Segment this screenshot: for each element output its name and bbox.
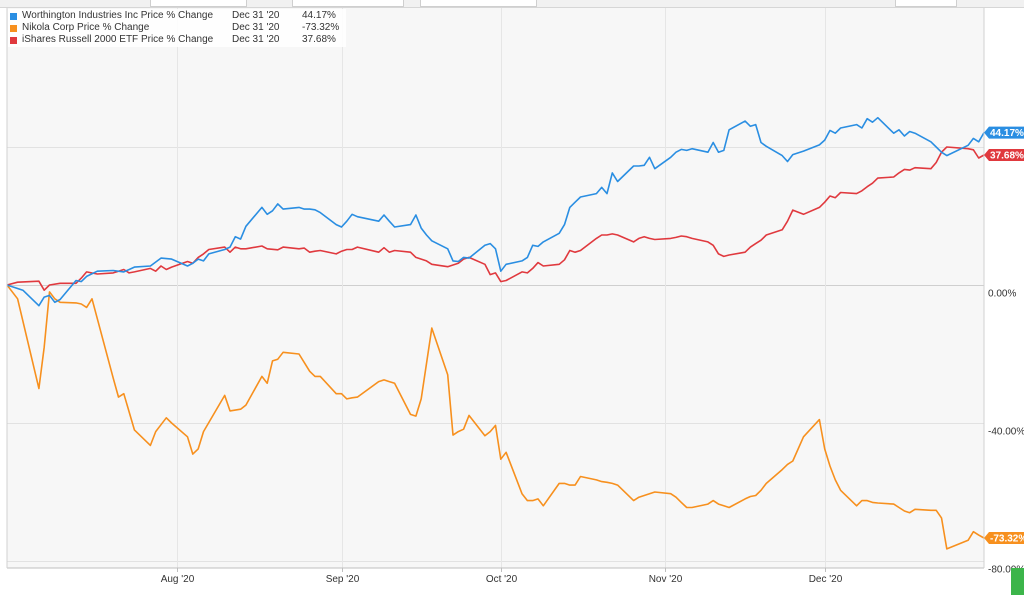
legend-series-value: 37.68% <box>302 34 336 45</box>
y-tick-label: 0.00% <box>988 289 1016 300</box>
x-tick-label: Aug '20 <box>161 574 195 585</box>
legend-series-date: Dec 31 '20 <box>232 34 280 45</box>
corner-status-badge[interactable] <box>1011 568 1024 595</box>
series-line[interactable] <box>6 116 985 307</box>
legend-series-name: iShares Russell 2000 ETF Price % Change <box>22 34 214 45</box>
y-tick-label: -40.00% <box>988 427 1024 438</box>
plot-area-background <box>7 8 984 568</box>
x-tick-label: Oct '20 <box>486 574 518 585</box>
legend-entry-worthington[interactable]: Worthington Industries Inc Price % Chang… <box>10 10 342 22</box>
series-end-label: 44.17% <box>990 128 1024 139</box>
grid-layer <box>7 8 984 572</box>
legend-entry-russell-2000[interactable]: iShares Russell 2000 ETF Price % Change … <box>10 34 342 46</box>
x-axis-ticks: Aug '20 Sep '20 Oct '20 Nov '20 Dec '20 <box>161 574 843 585</box>
toolbar-tab[interactable] <box>420 0 537 7</box>
top-toolbar-strip <box>0 0 1024 8</box>
legend-series-name: Nikola Corp Price % Change <box>22 22 150 33</box>
legend-swatch <box>10 36 17 44</box>
legend: Worthington Industries Inc Price % Chang… <box>8 9 346 47</box>
series-layer <box>6 116 985 550</box>
legend-series-value: -73.32% <box>302 22 340 33</box>
legend-series-date: Dec 31 '20 <box>232 10 280 21</box>
toolbar-tab[interactable] <box>150 0 247 7</box>
series-end-label: -73.32% <box>990 533 1024 544</box>
series-end-label-box <box>984 149 1024 162</box>
series-end-label: 37.68% <box>990 151 1024 162</box>
x-tick-label: Dec '20 <box>809 574 843 585</box>
legend-swatch <box>10 12 17 20</box>
series-end-label-box <box>984 126 1024 139</box>
y-tick-label: -80.00% <box>988 565 1024 576</box>
toolbar-tab[interactable] <box>292 0 404 7</box>
legend-swatch <box>10 24 17 32</box>
series-line[interactable] <box>6 284 985 550</box>
legend-series-date: Dec 31 '20 <box>232 22 280 33</box>
series-line[interactable] <box>6 146 985 292</box>
legend-series-value: 44.17% <box>302 10 336 21</box>
x-tick-label: Nov '20 <box>649 574 683 585</box>
series-end-label-box <box>984 531 1024 544</box>
y-axis-ticks: 40.00%0.00%-40.00%-80.00% <box>988 151 1024 576</box>
legend-series-name: Worthington Industries Inc Price % Chang… <box>22 10 214 21</box>
legend-entry-nikola[interactable]: Nikola Corp Price % Change Dec 31 '20 -7… <box>10 22 342 34</box>
x-tick-label: Sep '20 <box>326 574 360 585</box>
toolbar-tab[interactable] <box>895 0 957 7</box>
series-end-labels: 44.17% -73.32% 37.68% <box>984 126 1024 544</box>
